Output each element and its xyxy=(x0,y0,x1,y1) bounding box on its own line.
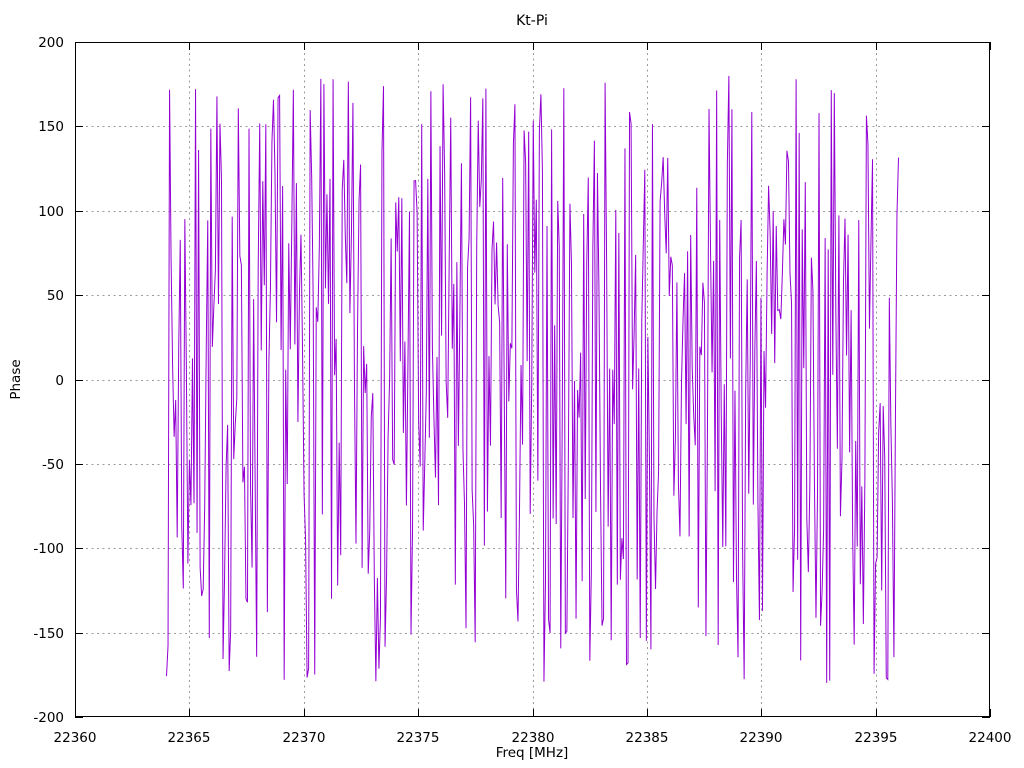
x-tick-label: 22375 xyxy=(397,730,440,746)
y-tick-label: 200 xyxy=(38,35,64,51)
x-tick-label: 22390 xyxy=(740,730,783,746)
y-tick-label: -200 xyxy=(33,710,64,726)
x-tick-label: 22385 xyxy=(626,730,669,746)
plot-frame xyxy=(75,42,990,717)
y-tick-label: -50 xyxy=(42,457,64,473)
x-tick-label: 22400 xyxy=(969,730,1012,746)
y-tick-label: 100 xyxy=(38,204,64,220)
y-tick-label: -100 xyxy=(33,541,64,557)
y-tick-label: 150 xyxy=(38,119,64,135)
y-tick-label: 50 xyxy=(47,288,64,304)
y-tick-label: -150 xyxy=(33,626,64,642)
axis-ticks xyxy=(75,42,991,718)
grid-lines xyxy=(75,42,990,717)
x-axis-label: Freq [MHz] xyxy=(496,745,569,761)
x-tick-label: 22365 xyxy=(168,730,211,746)
y-tick-label: 0 xyxy=(55,373,64,389)
chart-title: Kt-Pi xyxy=(516,13,548,29)
data-series xyxy=(166,75,899,683)
series-line-kt-pi xyxy=(166,75,899,683)
x-tick-label: 22380 xyxy=(512,730,555,746)
y-axis-label: Phase xyxy=(8,359,24,399)
plot-border xyxy=(75,42,990,717)
x-tick-label: 22395 xyxy=(855,730,898,746)
x-tick-label: 22360 xyxy=(54,730,97,746)
tick-labels: 22360 22365 22370 22375 22380 22385 22390 22395… xyxy=(33,35,1011,746)
x-tick-label: 22370 xyxy=(283,730,326,746)
